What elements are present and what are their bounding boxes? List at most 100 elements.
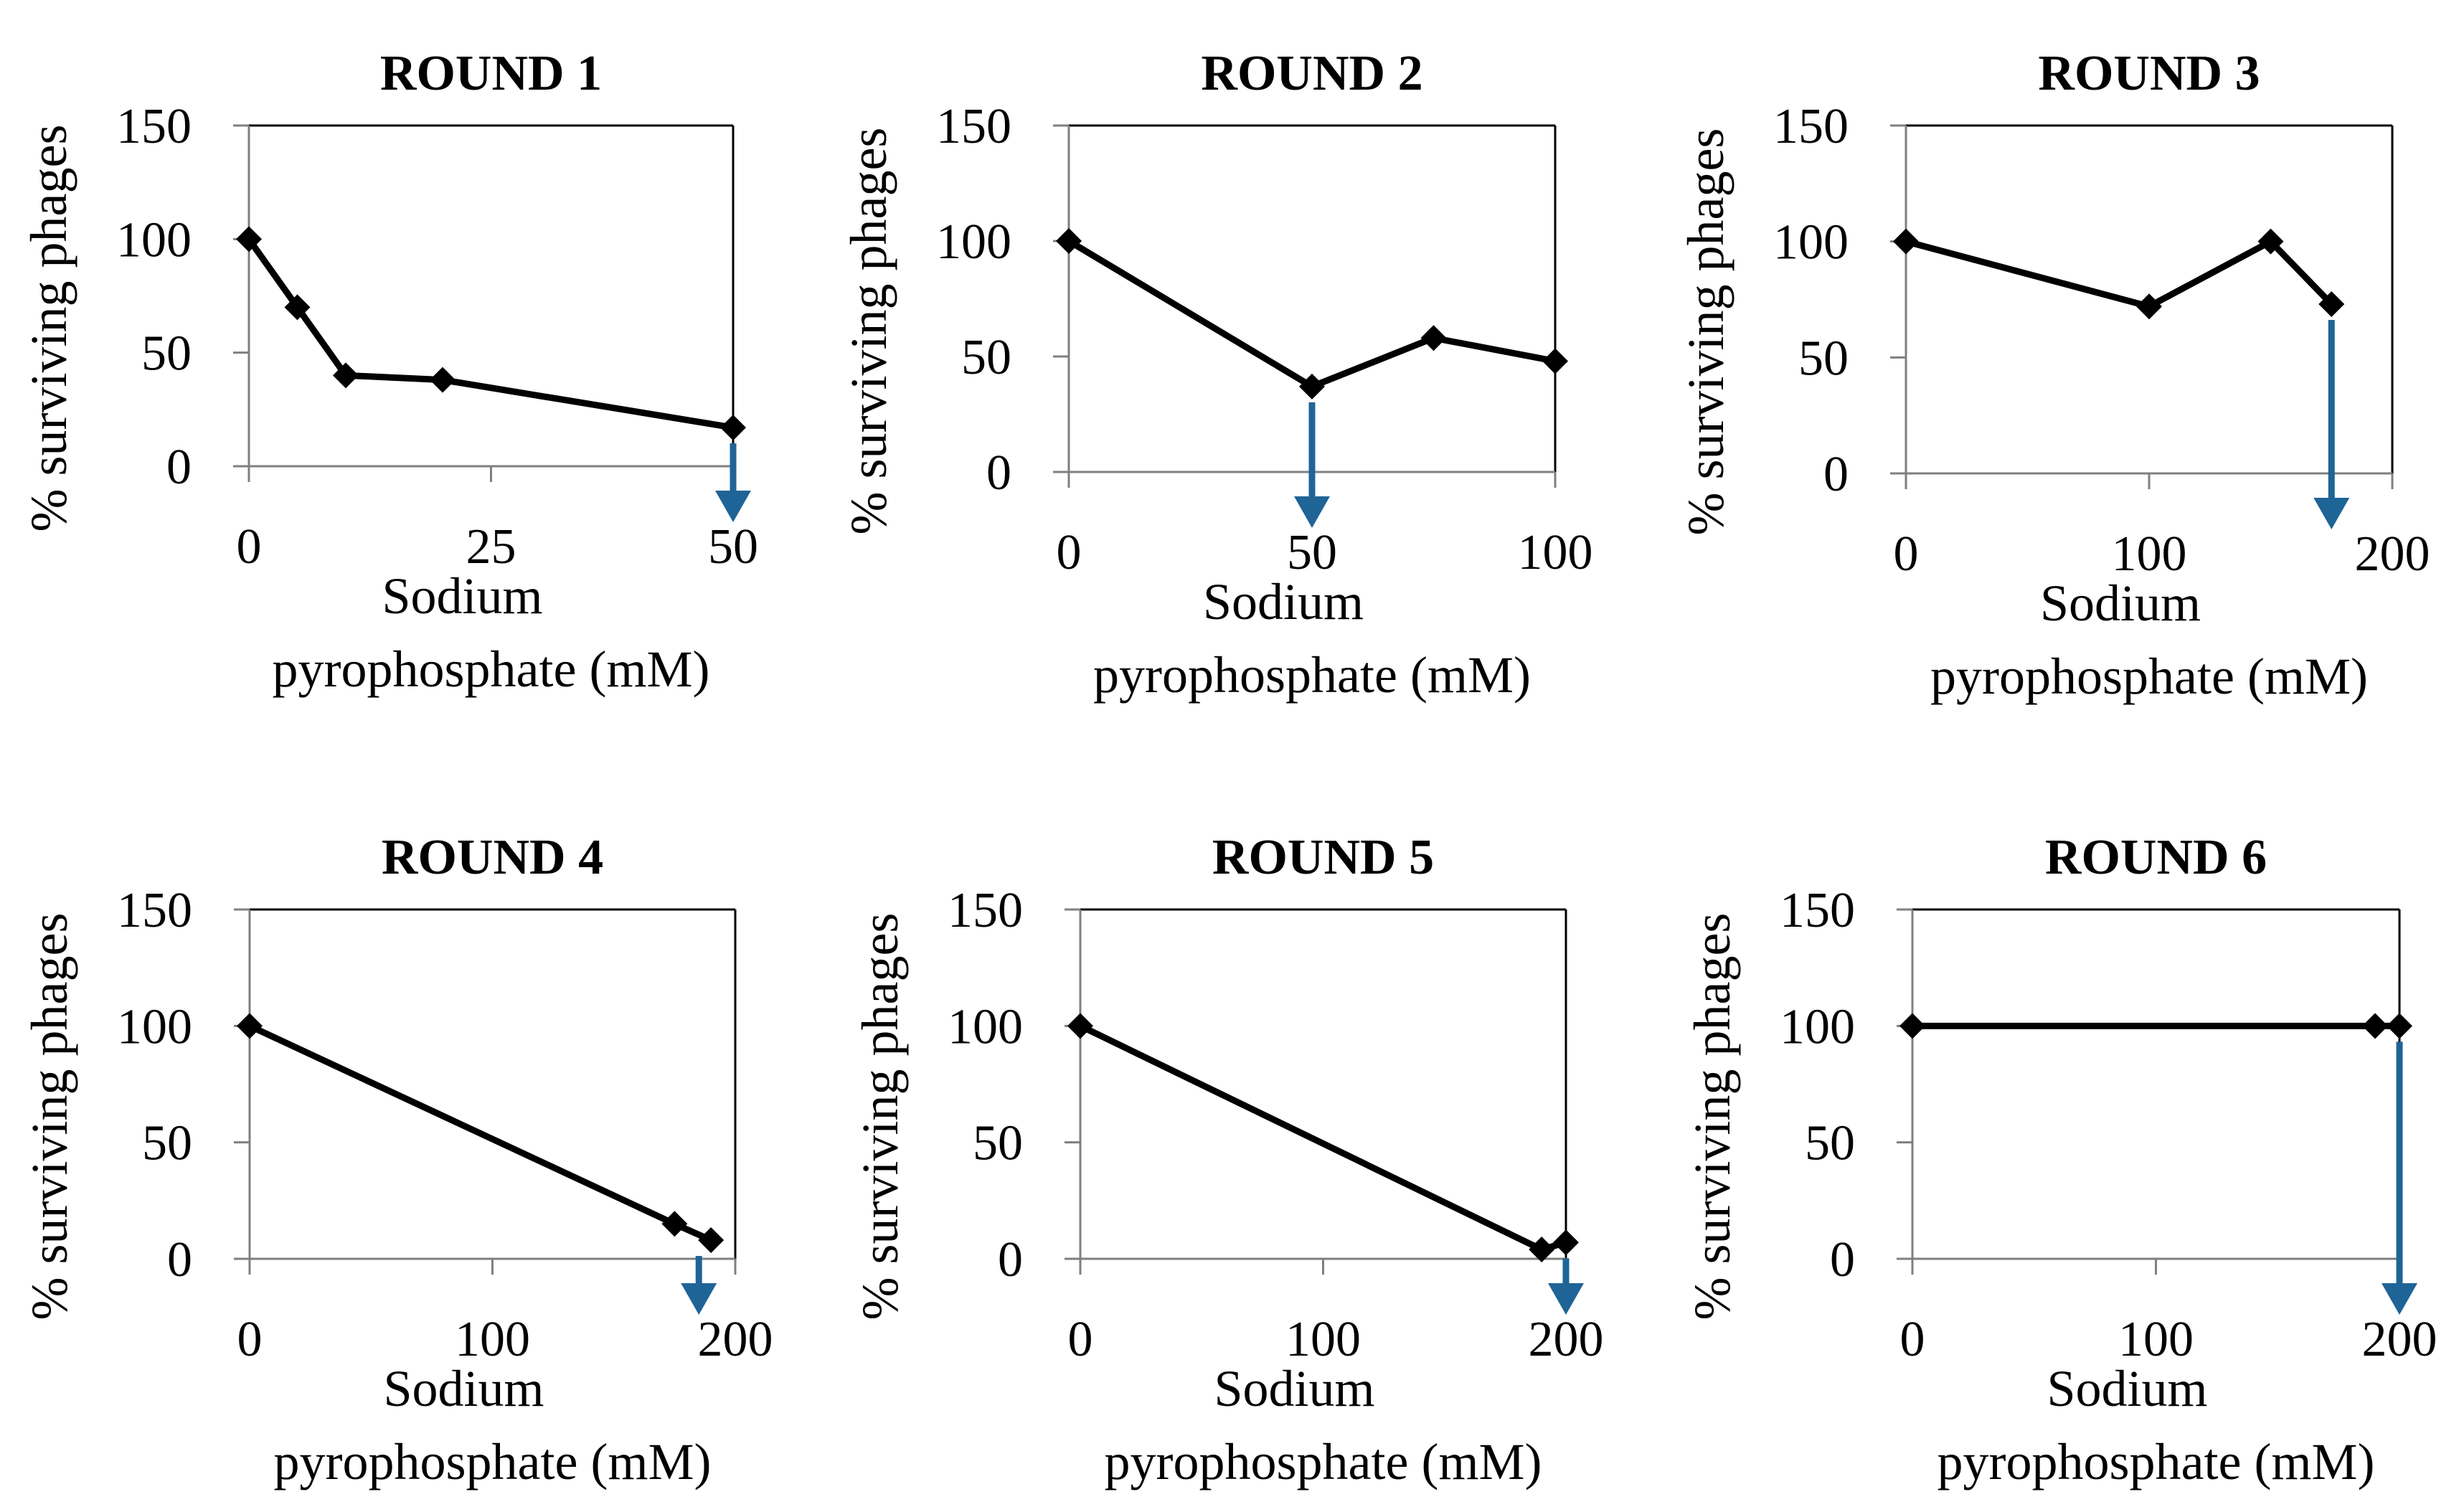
y-tick-label: 150 xyxy=(936,99,1011,154)
data-point xyxy=(1893,228,1919,255)
data-point xyxy=(2257,228,2284,255)
y-tick-label: 0 xyxy=(167,1232,192,1287)
y-axis-label: % surviving phages xyxy=(21,913,78,1320)
y-axis-label: % surviving phages xyxy=(20,125,77,532)
y-tick-label: 100 xyxy=(1773,215,1849,270)
series-line xyxy=(1067,238,1556,390)
data-point xyxy=(661,1211,688,1237)
data-point xyxy=(1553,1229,1579,1256)
x-tick-label: 200 xyxy=(2362,1312,2437,1367)
x-axis-label: pyrophosphate (mM) xyxy=(274,1433,712,1490)
x-tick-label: 0 xyxy=(1900,1312,1925,1367)
data-point xyxy=(284,294,311,321)
y-tick-label: 100 xyxy=(1780,999,1855,1054)
data-point xyxy=(237,1013,263,1039)
y-axis-label: % surviving phages xyxy=(840,128,897,535)
x-axis-label: Sodium xyxy=(1214,1360,1374,1417)
x-tick-label: 0 xyxy=(1894,526,1919,582)
x-axis-label: pyrophosphate (mM) xyxy=(273,641,710,698)
x-tick-label: 50 xyxy=(708,519,758,575)
x-tick-label: 100 xyxy=(1518,525,1593,580)
data-point xyxy=(1299,373,1325,400)
y-tick-label: 150 xyxy=(948,883,1023,938)
x-axis-label: pyrophosphate (mM) xyxy=(1938,1433,2375,1490)
x-tick-label: 100 xyxy=(2118,1312,2194,1367)
chart-panel: ROUND 6 0 50 100 150 0 100 200 Sodium pyrophospha… xyxy=(1684,830,2437,1490)
x-axis-label: Sodium xyxy=(383,1360,544,1417)
panel-title: ROUND 2 xyxy=(1201,46,1422,101)
chart-panel: ROUND 4 0 50 100 150 0 100 200 Sodium pyrophospha… xyxy=(21,830,773,1490)
x-tick-label: 0 xyxy=(1068,1312,1093,1367)
x-axis-label: pyrophosphate (mM) xyxy=(1105,1433,1542,1490)
data-point xyxy=(2318,290,2345,317)
x-tick-label: 25 xyxy=(466,519,516,575)
series-line xyxy=(246,237,734,431)
chart-panel: ROUND 1 0 50 100 150 0 25 50 Sodium pyrophosphate… xyxy=(20,46,758,698)
y-tick-label: 50 xyxy=(142,1116,192,1171)
y-tick-label: 100 xyxy=(948,999,1023,1054)
y-tick-label: 50 xyxy=(973,1116,1023,1171)
data-point xyxy=(1542,348,1568,374)
y-tick-label: 50 xyxy=(1798,331,1849,386)
y-tick-label: 0 xyxy=(1823,447,1849,502)
data-point xyxy=(236,226,262,252)
y-tick-label: 50 xyxy=(961,330,1011,385)
x-tick-label: 100 xyxy=(1285,1312,1361,1367)
x-tick-label: 200 xyxy=(2355,526,2430,582)
data-point xyxy=(2136,293,2162,320)
data-point xyxy=(2387,1013,2412,1039)
x-axis-label: pyrophosphate (mM) xyxy=(1930,648,2368,705)
y-axis-label: % surviving phages xyxy=(1677,128,1734,536)
data-point xyxy=(720,415,746,441)
panel-title: ROUND 5 xyxy=(1212,830,1434,885)
data-point xyxy=(1420,325,1447,351)
x-tick-label: 200 xyxy=(1529,1312,1604,1367)
y-axis-label: % surviving phages xyxy=(851,913,909,1320)
x-tick-label: 100 xyxy=(455,1312,530,1367)
x-tick-label: 200 xyxy=(698,1312,773,1367)
data-point xyxy=(1067,1013,1093,1039)
x-tick-label: 0 xyxy=(237,1312,263,1367)
panel-title: ROUND 3 xyxy=(2038,46,2260,101)
series-line xyxy=(248,1023,712,1244)
selection-arrowhead xyxy=(715,491,751,522)
x-axis-label: Sodium xyxy=(2047,1360,2207,1417)
data-point xyxy=(430,367,456,393)
y-tick-label: 150 xyxy=(116,99,192,154)
x-tick-label: 100 xyxy=(2112,526,2187,582)
x-axis-label: Sodium xyxy=(2040,575,2201,632)
y-tick-label: 50 xyxy=(141,326,192,382)
y-tick-label: 150 xyxy=(117,883,192,938)
chart-panel: ROUND 2 0 50 100 150 0 50 100 Sodium pyrophosphat… xyxy=(840,46,1593,704)
x-tick-label: 0 xyxy=(1057,525,1082,580)
panel-title: ROUND 4 xyxy=(382,830,603,885)
selection-arrowhead xyxy=(2313,498,2350,529)
chart-panels: ROUND 1 0 50 100 150 0 25 50 Sodium pyrophosphate… xyxy=(20,46,2437,1490)
data-point xyxy=(1899,1013,1925,1039)
panel-title: ROUND 1 xyxy=(380,46,602,101)
chart-panel: ROUND 5 0 50 100 150 0 100 200 Sodium pyrophospha… xyxy=(851,830,1604,1490)
data-point xyxy=(698,1227,725,1254)
y-tick-label: 100 xyxy=(117,999,192,1054)
y-tick-label: 0 xyxy=(986,445,1011,501)
y-tick-label: 150 xyxy=(1773,99,1849,154)
data-point xyxy=(333,362,359,389)
y-tick-label: 150 xyxy=(1780,883,1855,938)
panel-title: ROUND 6 xyxy=(2045,830,2267,885)
selection-arrowhead xyxy=(1294,496,1330,528)
y-axis-label: % surviving phages xyxy=(1684,913,1741,1320)
x-tick-label: 0 xyxy=(237,519,262,575)
data-point xyxy=(1056,228,1082,254)
chart-panel: ROUND 3 0 50 100 150 0 100 200 Sodium pyrophospha… xyxy=(1677,46,2430,705)
y-tick-label: 0 xyxy=(166,440,192,495)
x-axis-label: Sodium xyxy=(1203,573,1364,630)
y-tick-label: 0 xyxy=(998,1232,1023,1287)
series-line xyxy=(1079,1023,1567,1253)
data-point xyxy=(1529,1237,1555,1263)
x-axis-label: Sodium xyxy=(382,567,542,625)
selection-arrowhead xyxy=(681,1283,717,1315)
selection-arrowhead xyxy=(1548,1283,1584,1315)
x-axis-label: pyrophosphate (mM) xyxy=(1093,646,1531,704)
y-tick-label: 100 xyxy=(936,214,1011,270)
